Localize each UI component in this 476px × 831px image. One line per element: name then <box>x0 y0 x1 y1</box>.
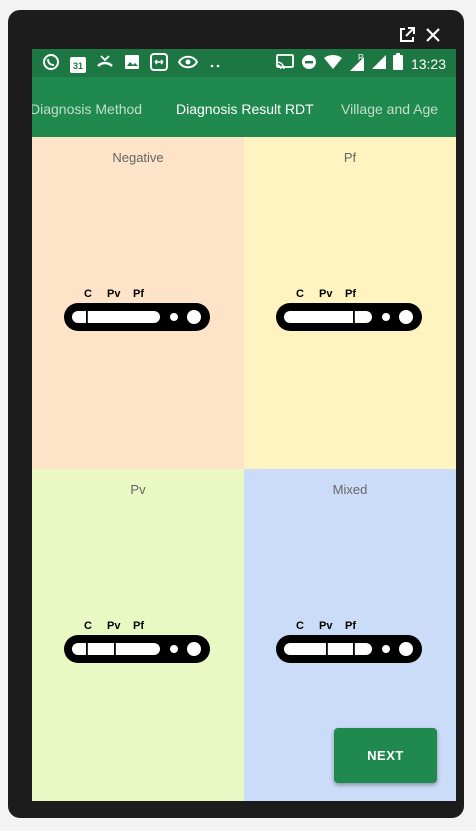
rdt-label-pf: Pf <box>345 620 356 632</box>
rdt-label-c: C <box>84 620 92 632</box>
rdt-label-pv: Pv <box>107 620 121 632</box>
rdt-label-c: C <box>296 288 304 300</box>
image-icon <box>124 54 140 75</box>
rdt-cassette-icon: C Pv Pf <box>274 285 424 338</box>
rdt-sample-well-small <box>382 313 390 321</box>
cast-icon <box>275 53 295 75</box>
wifi-icon <box>323 54 343 75</box>
tab-village-and-age[interactable]: Village and Age <box>341 101 439 117</box>
rdt-label-c: C <box>84 288 92 300</box>
calendar-icon: 31 <box>70 56 86 73</box>
rdt-label-c: C <box>296 620 304 632</box>
rdt-sample-well-large <box>399 642 413 656</box>
rdt-test-line-c <box>86 311 88 323</box>
close-icon[interactable] <box>424 26 442 44</box>
open-external-icon[interactable] <box>398 26 416 44</box>
clock: 13:23 <box>410 56 446 72</box>
result-pf-option[interactable]: Pf C Pv Pf <box>244 137 456 469</box>
rdt-test-line-pv <box>326 643 328 655</box>
rdt-label-pf: Pf <box>133 288 144 300</box>
rdt-test-line-pf <box>353 311 355 323</box>
status-bar: 31 R 13:23 <box>32 49 456 77</box>
rdt-label-pv: Pv <box>107 288 121 300</box>
rdt-cassette-icon: C Pv Pf <box>62 617 212 670</box>
rdt-cassette-svg: C Pv Pf <box>64 288 210 331</box>
more-dots-icon <box>208 56 222 74</box>
next-button[interactable]: NEXT <box>334 728 437 783</box>
sync-icon <box>150 53 168 76</box>
device-frame: 31 R 13:23 Diagn <box>8 10 464 818</box>
rdt-cassette-svg: C Pv Pf <box>276 288 422 331</box>
rdt-test-line-c <box>86 643 88 655</box>
result-title: Negative <box>112 150 164 165</box>
rdt-test-line-pv <box>114 643 116 655</box>
roaming-label: R <box>357 53 364 62</box>
rdt-cassette-icon: C Pv Pf <box>62 285 212 338</box>
rdt-cassette-svg: C Pv Pf <box>64 620 210 663</box>
do-not-disturb-icon <box>301 54 317 75</box>
rdt-result-window <box>284 311 372 323</box>
tab-bar: Diagnosis Method Diagnosis Result RDT Vi… <box>32 77 456 165</box>
calendar-day: 31 <box>72 60 83 71</box>
rdt-result-grid: Negative C Pv Pf Pf C Pv Pf Pv C Pv Pf Mixed C… <box>32 137 456 801</box>
result-negative-option[interactable]: Negative C Pv Pf <box>32 137 244 469</box>
battery-icon <box>392 53 403 75</box>
rdt-result-window <box>284 643 372 655</box>
missed-call-icon <box>96 54 114 75</box>
whatsapp-icon <box>42 53 60 76</box>
eye-icon <box>177 55 199 74</box>
rdt-sample-well-small <box>170 645 178 653</box>
window-controls <box>398 26 442 44</box>
rdt-label-pf: Pf <box>345 288 356 300</box>
rdt-sample-well-large <box>399 310 413 324</box>
rdt-result-window <box>72 643 160 655</box>
tab-diagnosis-result-rdt[interactable]: Diagnosis Result RDT <box>176 101 314 117</box>
app-screen: 31 R 13:23 Diagn <box>32 49 456 801</box>
rdt-test-line-pf <box>353 643 355 655</box>
signal-roaming-icon: R <box>349 53 365 72</box>
result-pv-option[interactable]: Pv C Pv Pf <box>32 469 244 801</box>
tab-diagnosis-method[interactable]: Diagnosis Method <box>32 101 143 117</box>
rdt-label-pv: Pv <box>319 620 333 632</box>
rdt-label-pf: Pf <box>133 620 144 632</box>
result-title: Pv <box>130 482 146 497</box>
rdt-label-pv: Pv <box>319 288 333 300</box>
rdt-result-window <box>72 311 160 323</box>
result-title: Pf <box>343 150 357 165</box>
result-title: Mixed <box>332 482 368 497</box>
signal-icon <box>371 54 387 75</box>
rdt-sample-well-small <box>170 313 178 321</box>
rdt-cassette-svg: C Pv Pf <box>276 620 422 663</box>
rdt-sample-well-large <box>187 642 201 656</box>
rdt-cassette-icon: C Pv Pf <box>274 617 424 670</box>
rdt-sample-well-small <box>382 645 390 653</box>
rdt-sample-well-large <box>187 310 201 324</box>
